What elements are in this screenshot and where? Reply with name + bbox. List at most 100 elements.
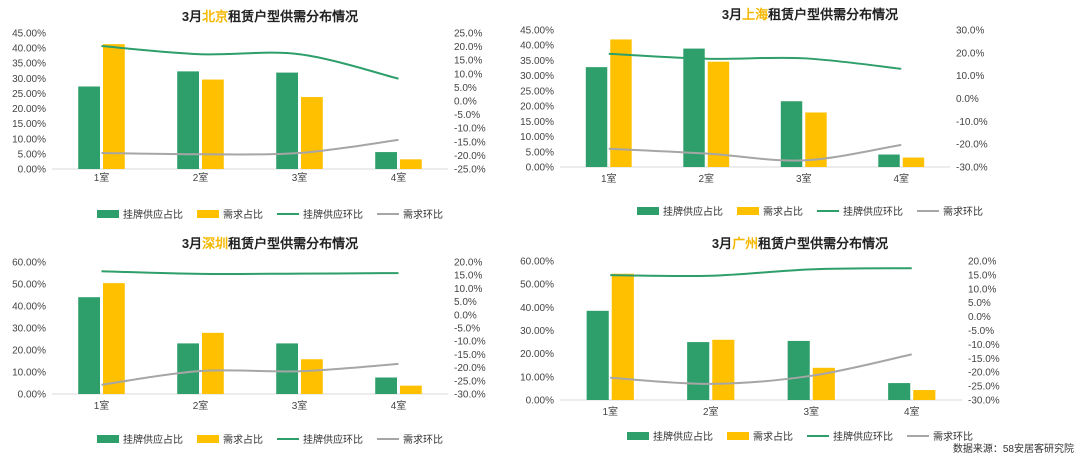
legend-swatch-demand-share bbox=[197, 434, 219, 443]
title-suffix: 租赁户型供需分布情况 bbox=[228, 236, 359, 251]
title-city: 上海 bbox=[742, 7, 769, 22]
right-axis-tick-label: -20.0% bbox=[968, 368, 1000, 379]
left-axis-tick-label: 10.00% bbox=[12, 368, 46, 379]
data-source-note: 数据来源：58安居客研究院 bbox=[952, 444, 1074, 455]
right-axis-tick-label: -5.0% bbox=[454, 110, 480, 121]
line-supply-mom bbox=[610, 267, 912, 278]
right-axis-tick-label: 30.0% bbox=[956, 26, 984, 37]
x-axis-category-label: 2室 bbox=[703, 405, 719, 418]
bar-supply-share bbox=[78, 297, 100, 394]
right-axis-tick-label: 0.0% bbox=[454, 97, 477, 108]
bar-demand-share bbox=[712, 339, 735, 400]
right-axis-tick-label: 10.0% bbox=[454, 69, 482, 80]
bar-demand-share bbox=[103, 283, 125, 394]
right-axis-tick-label: 0.0% bbox=[968, 312, 991, 323]
left-axis-tick-label: 35.00% bbox=[520, 56, 554, 67]
title-prefix: 3月 bbox=[181, 9, 203, 24]
left-axis-tick-label: 10.00% bbox=[520, 372, 554, 383]
bar-supply-share bbox=[878, 154, 900, 167]
chart-panel-shanghai: 3月上海租赁户型供需分布情况 45.00% 40.00% 35.00% 30.00% 2… bbox=[520, 0, 1080, 225]
left-axis-tick-label: 60.00% bbox=[12, 258, 46, 269]
legend-label: 挂牌供应占比 bbox=[123, 210, 183, 221]
bar-demand-share bbox=[611, 273, 634, 400]
bar-supply-share bbox=[787, 340, 810, 400]
left-axis-tick-label: 50.00% bbox=[12, 280, 46, 291]
line-demand-mom bbox=[101, 138, 399, 156]
legend-swatch-demand-share bbox=[197, 209, 219, 218]
line-supply-mom bbox=[101, 270, 399, 276]
left-axis-tick-label: 15.00% bbox=[520, 117, 554, 128]
bar-demand-share bbox=[202, 79, 224, 169]
legend-item-supply-share: 挂牌供应占比 bbox=[627, 428, 713, 443]
right-axis-tick-label: 20.0% bbox=[454, 258, 482, 269]
legend-swatch-supply-mom bbox=[277, 437, 299, 440]
bar-supply-share bbox=[585, 67, 608, 167]
line-supply-mom bbox=[101, 45, 399, 80]
bar-demand-share bbox=[301, 97, 323, 169]
chart-legend: 挂牌供应占比 需求占比 挂牌供应环比 需求环比 bbox=[0, 206, 540, 221]
right-axis-tick-label: -15.0% bbox=[454, 137, 486, 148]
left-axis-tick-label: 10.00% bbox=[520, 132, 554, 143]
legend-swatch-supply-mom bbox=[817, 209, 839, 212]
right-axis-tick-label: 0.0% bbox=[956, 94, 979, 105]
right-axis-tick-label: -10.0% bbox=[956, 117, 988, 128]
left-axis-tick-label: 40.00% bbox=[520, 41, 554, 52]
left-axis-tick-label: 40.00% bbox=[12, 302, 46, 313]
bar-demand-share bbox=[400, 159, 422, 169]
legend-item-demand-share: 需求占比 bbox=[197, 431, 263, 446]
legend-swatch-supply-mom bbox=[807, 434, 829, 437]
legend-swatch-demand-mom bbox=[377, 437, 399, 440]
chart-panel-shenzhen: 3月深圳租赁户型供需分布情况 60.00% 50.00% 40.00% 30.00% 2… bbox=[0, 228, 540, 458]
bar-demand-share bbox=[707, 61, 730, 167]
right-axis-tick-label: -20.0% bbox=[454, 363, 486, 374]
legend-swatch-supply-share bbox=[97, 434, 119, 443]
legend-item-demand-mom: 需求环比 bbox=[377, 431, 443, 446]
title-suffix: 租赁户型供需分布情况 bbox=[768, 7, 899, 22]
bar-demand-share bbox=[805, 112, 827, 167]
title-city: 深圳 bbox=[202, 236, 229, 251]
line-demand-mom bbox=[610, 353, 912, 385]
right-axis-tick-label: 20.0% bbox=[968, 257, 996, 268]
x-axis-category-label: 1室 bbox=[601, 172, 617, 185]
x-axis-category-label: 4室 bbox=[391, 171, 407, 184]
x-axis-category-label: 2室 bbox=[698, 172, 714, 185]
x-axis-category-label: 2室 bbox=[193, 399, 209, 412]
bar-demand-share bbox=[902, 157, 925, 167]
legend-item-supply-mom: 挂牌供应环比 bbox=[807, 428, 893, 443]
legend-swatch-demand-share bbox=[727, 431, 749, 440]
left-axis-tick-label: 10.00% bbox=[12, 134, 46, 145]
chart-plot: 60.00% 50.00% 40.00% 30.00% 20.00% 10.00% 0.00… bbox=[12, 258, 486, 413]
left-axis-tick-label: 0.00% bbox=[18, 165, 46, 176]
chart-title: 3月深圳租赁户型供需分布情况 bbox=[0, 233, 540, 252]
title-city: 北京 bbox=[202, 9, 229, 24]
right-axis-tick-label: -20.0% bbox=[956, 140, 988, 151]
right-axis-tick-label: -5.0% bbox=[454, 324, 480, 335]
bar-supply-share bbox=[276, 343, 298, 394]
left-axis-tick-label: 0.00% bbox=[526, 396, 554, 407]
bar-demand-share bbox=[610, 39, 632, 168]
right-axis-tick-label: -10.0% bbox=[454, 124, 486, 135]
legend-item-supply-share: 挂牌供应占比 bbox=[97, 206, 183, 221]
left-axis-tick-label: 5.00% bbox=[526, 147, 554, 158]
title-prefix: 3月 bbox=[721, 7, 743, 22]
x-axis-category-label: 1室 bbox=[94, 171, 110, 184]
legend-label: 需求占比 bbox=[753, 432, 793, 443]
chart-panel-beijing: 3月北京租赁户型供需分布情况 45.00% 40.00% 35.00% 30.00% 2… bbox=[0, 0, 540, 225]
right-axis-tick-label: 15.0% bbox=[454, 56, 482, 67]
line-demand-mom bbox=[608, 143, 902, 162]
title-city: 广州 bbox=[732, 236, 759, 251]
right-axis-tick-label: -10.0% bbox=[454, 337, 486, 348]
x-axis-category-label: 2室 bbox=[193, 171, 209, 184]
legend-swatch-demand-share bbox=[737, 206, 759, 215]
bar-supply-share bbox=[177, 343, 199, 394]
left-axis-tick-label: 15.00% bbox=[12, 119, 46, 130]
right-axis-tick-label: -30.0% bbox=[968, 396, 1000, 407]
bar-supply-share bbox=[177, 71, 199, 169]
chart-title: 3月上海租赁户型供需分布情况 bbox=[540, 4, 1080, 23]
left-axis-tick-label: 40.00% bbox=[12, 44, 46, 55]
chart-title: 3月广州租赁户型供需分布情况 bbox=[520, 233, 1080, 252]
chart-plot: 45.00% 40.00% 35.00% 30.00% 25.00% 20.00% 15.0… bbox=[12, 29, 486, 185]
right-axis-tick-label: 10.0% bbox=[454, 284, 482, 295]
x-axis-category-label: 3室 bbox=[803, 405, 819, 418]
legend-label: 需求占比 bbox=[223, 210, 263, 221]
